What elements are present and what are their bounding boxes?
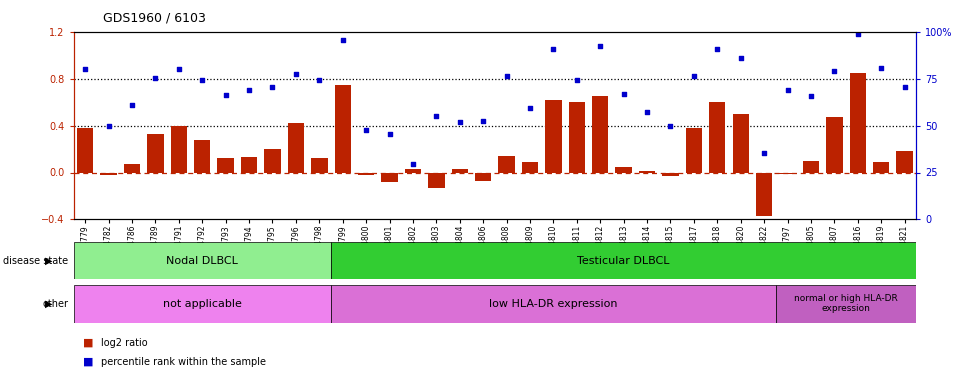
Bar	[545, 100, 562, 172]
Text: low HLA-DR expression: low HLA-DR expression	[489, 299, 617, 309]
Bar	[241, 157, 258, 172]
Bar	[756, 172, 772, 216]
Point	[148, 75, 164, 81]
Point	[615, 91, 631, 97]
Text: ▶: ▶	[45, 256, 53, 266]
Point	[686, 74, 702, 80]
Point	[194, 77, 210, 83]
Point	[639, 109, 655, 115]
Text: GDS1960 / 6103: GDS1960 / 6103	[103, 11, 206, 24]
Bar	[873, 162, 890, 172]
Bar	[615, 166, 632, 172]
Point	[850, 31, 865, 37]
Point	[546, 46, 562, 53]
Point	[757, 150, 772, 156]
Text: log2 ratio: log2 ratio	[101, 338, 148, 348]
Bar	[381, 172, 398, 182]
Point	[803, 93, 818, 99]
Bar	[265, 149, 280, 172]
Point	[522, 105, 538, 111]
Point	[780, 87, 796, 93]
Bar	[334, 85, 351, 172]
Point	[124, 102, 140, 108]
Bar	[499, 156, 514, 172]
Point	[826, 68, 842, 74]
Bar	[710, 102, 725, 172]
Bar	[452, 169, 468, 172]
Bar	[331, 285, 776, 322]
Point	[710, 46, 725, 53]
Text: ▶: ▶	[45, 299, 53, 309]
Text: ■: ■	[83, 338, 94, 348]
Bar	[428, 172, 445, 188]
Bar	[147, 134, 164, 172]
Bar	[123, 164, 140, 172]
Bar	[331, 242, 916, 279]
Text: other: other	[42, 299, 69, 309]
Point	[897, 84, 912, 90]
Bar	[171, 126, 187, 172]
Bar	[218, 158, 234, 172]
Point	[312, 77, 327, 83]
Point	[592, 43, 608, 49]
Bar	[850, 73, 866, 172]
Bar	[358, 172, 374, 175]
Bar	[732, 114, 749, 172]
Text: ■: ■	[83, 357, 94, 367]
Bar	[639, 171, 656, 172]
Bar	[521, 162, 538, 172]
Point	[662, 123, 678, 129]
Bar	[662, 172, 679, 176]
Text: normal or high HLA-DR
expression: normal or high HLA-DR expression	[794, 294, 898, 314]
Point	[288, 71, 304, 77]
Text: disease state: disease state	[4, 256, 69, 266]
Point	[499, 74, 514, 80]
Point	[101, 123, 117, 129]
Bar	[568, 102, 585, 172]
Point	[241, 87, 257, 93]
Bar	[686, 128, 702, 172]
Point	[265, 84, 280, 90]
Point	[452, 119, 467, 125]
Point	[405, 161, 420, 167]
Bar	[288, 123, 304, 172]
Text: Testicular DLBCL: Testicular DLBCL	[577, 256, 670, 266]
Point	[569, 77, 585, 83]
Point	[475, 118, 491, 124]
Point	[77, 66, 93, 72]
Point	[873, 65, 889, 71]
Point	[335, 37, 351, 43]
Bar	[194, 140, 211, 172]
Bar	[77, 128, 93, 172]
Bar	[475, 172, 491, 181]
Bar	[592, 96, 609, 172]
Bar	[779, 172, 796, 174]
Bar	[897, 152, 912, 172]
Text: percentile rank within the sample: percentile rank within the sample	[101, 357, 266, 367]
Point	[733, 55, 749, 61]
Text: not applicable: not applicable	[163, 299, 242, 309]
Bar	[405, 169, 421, 172]
Point	[382, 131, 398, 137]
Point	[171, 66, 186, 72]
Bar	[776, 285, 916, 322]
Text: Nodal DLBCL: Nodal DLBCL	[167, 256, 238, 266]
Point	[428, 113, 444, 119]
Bar	[803, 161, 819, 172]
Bar	[74, 285, 331, 322]
Bar	[311, 158, 327, 172]
Point	[359, 128, 374, 134]
Bar	[74, 242, 331, 279]
Bar	[100, 172, 117, 175]
Bar	[826, 117, 843, 172]
Point	[218, 92, 233, 98]
